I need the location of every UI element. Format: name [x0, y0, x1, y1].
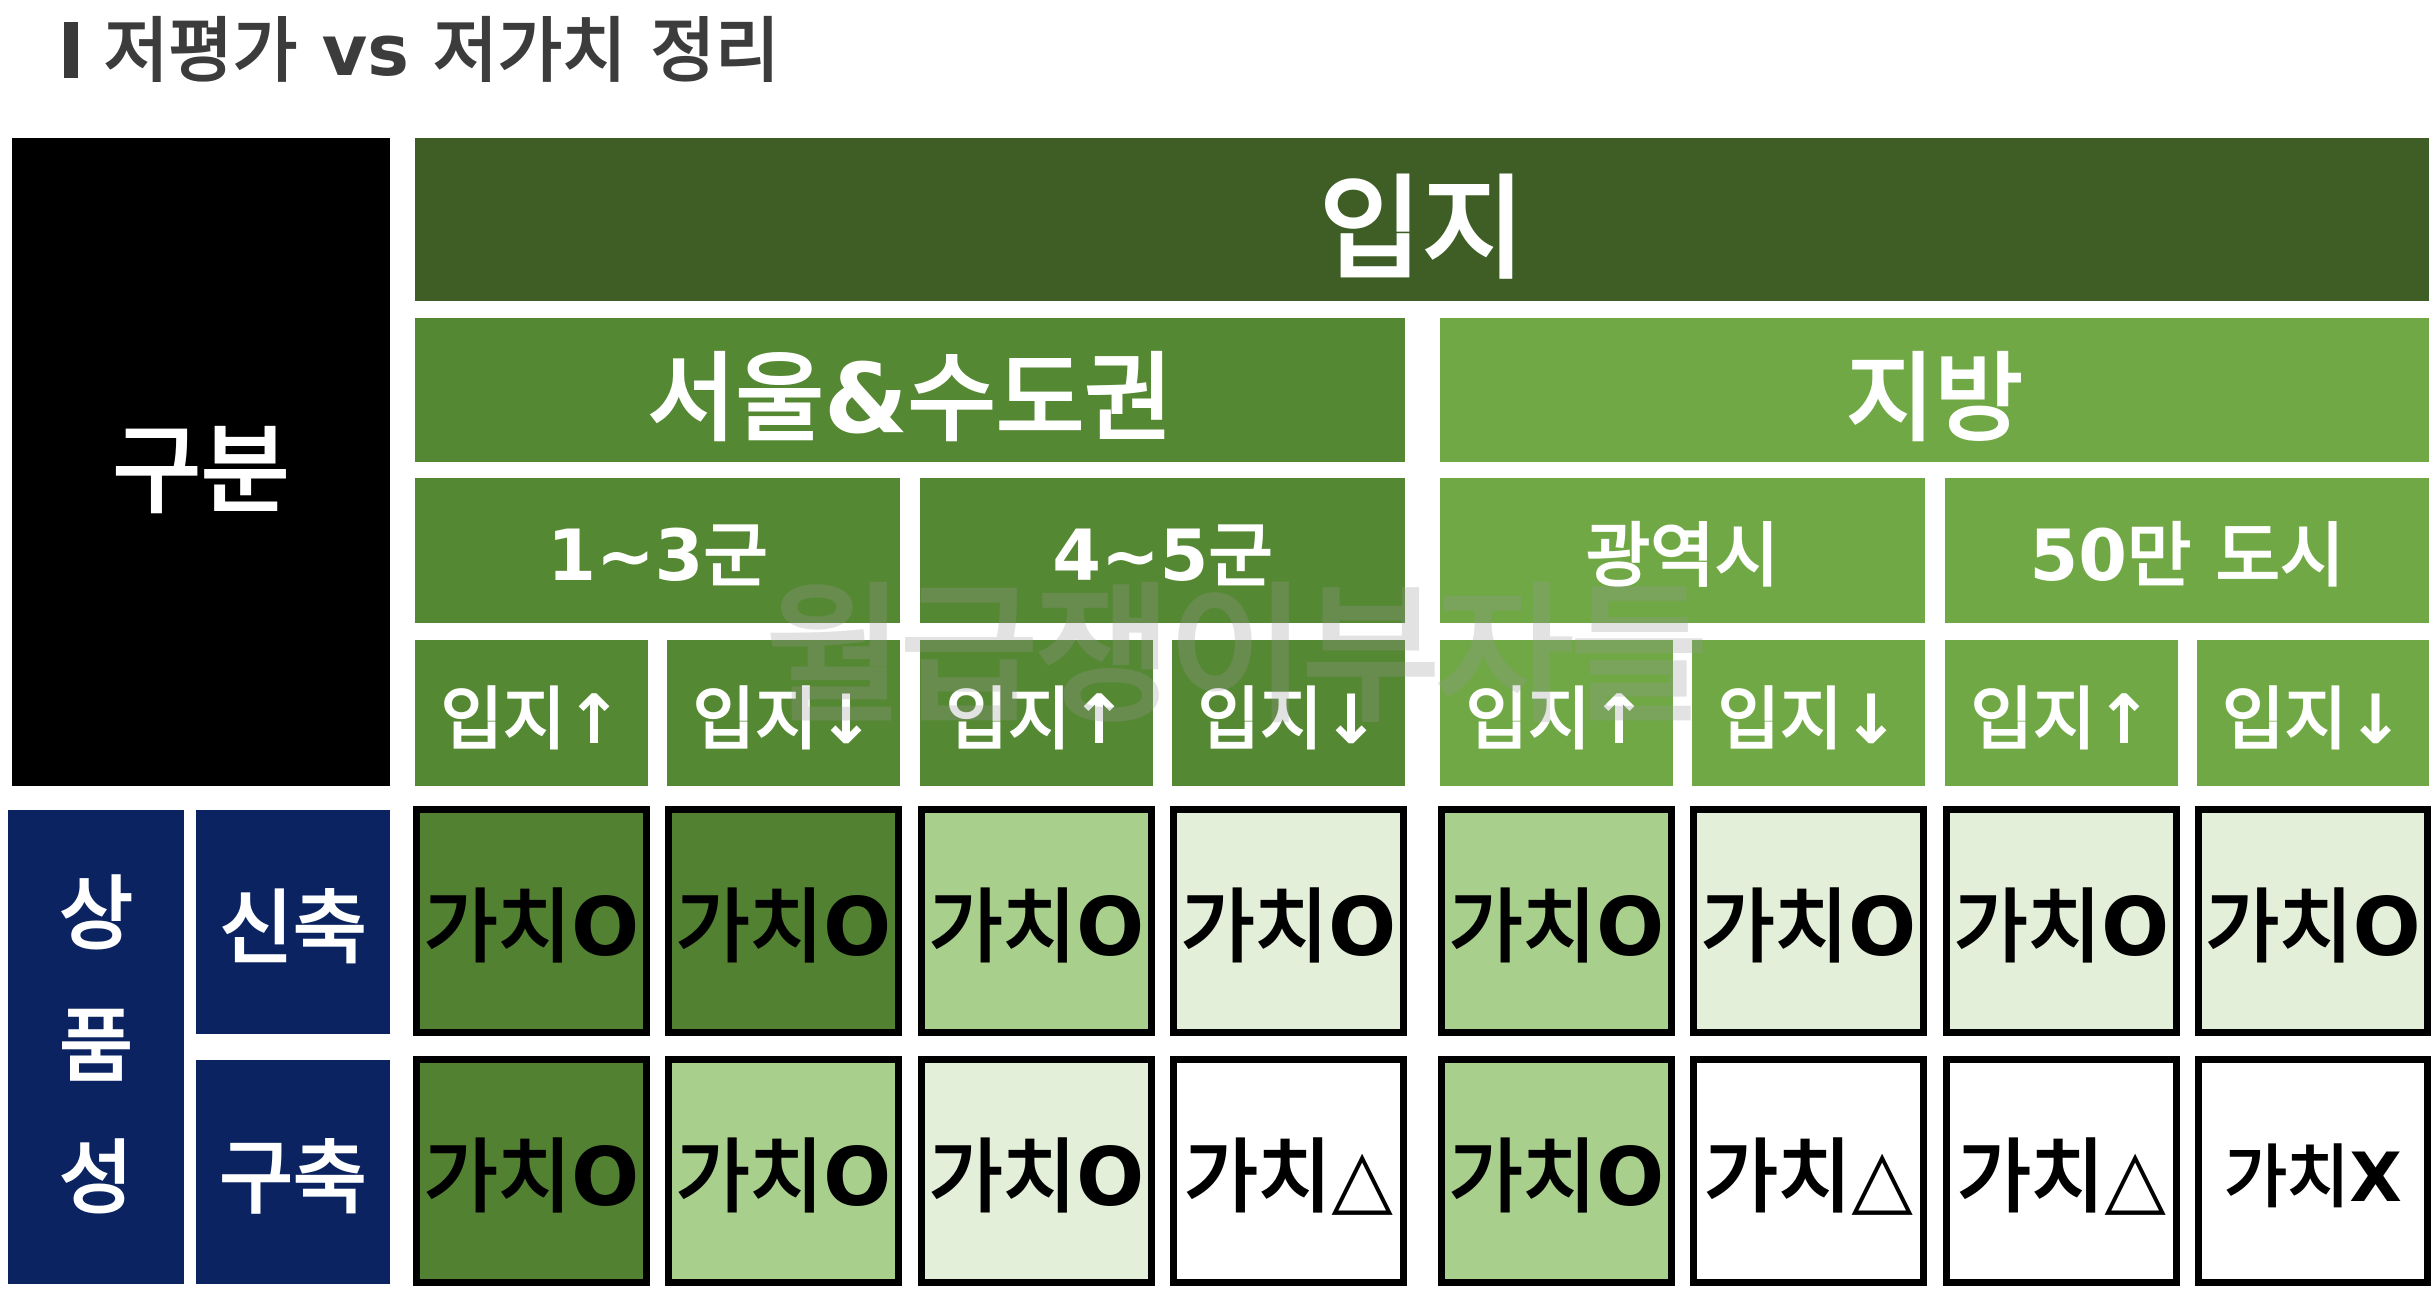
category-header: 구분 [12, 138, 390, 786]
subregion-header: 1~3군 [415, 478, 900, 623]
value-cell: 가치O [413, 806, 650, 1036]
value-cell: 가치△ [1943, 1056, 2180, 1286]
value-cell: 가치O [918, 806, 1155, 1036]
direction-header: 입지↑ [1440, 640, 1673, 786]
row-group-header: 상 품 성 [8, 810, 184, 1284]
direction-header: 입지↓ [1172, 640, 1405, 786]
row-label-old: 구축 [196, 1060, 390, 1284]
direction-header: 입지↓ [1692, 640, 1925, 786]
subregion-header: 광역시 [1440, 478, 1925, 623]
value-cell: 가치O [1690, 806, 1927, 1036]
page-title: 저평가 vs 저가치 정리 [104, 10, 780, 92]
row-label-new: 신축 [196, 810, 390, 1034]
value-cell: 가치O [665, 806, 902, 1036]
value-cell: 가치O [1438, 1056, 1675, 1286]
value-cell: 가치O [665, 1056, 902, 1286]
location-header: 입지 [415, 138, 2429, 301]
title-accent-bar [64, 22, 78, 78]
subregion-header: 4~5군 [920, 478, 1405, 623]
value-cell: 가치O [1438, 806, 1675, 1036]
value-cell: 가치O [1170, 806, 1407, 1036]
region-header-provincial: 지방 [1440, 318, 2429, 462]
direction-header: 입지↑ [1945, 640, 2178, 786]
direction-header: 입지↑ [920, 640, 1153, 786]
value-cell: 가치X [2195, 1056, 2431, 1286]
value-cell: 가치O [1943, 806, 2180, 1036]
value-cell: 가치O [2195, 806, 2431, 1036]
value-cell: 가치△ [1690, 1056, 1927, 1286]
value-cell: 가치O [918, 1056, 1155, 1286]
value-cell: 가치O [413, 1056, 650, 1286]
subregion-header: 50만 도시 [1945, 478, 2429, 623]
row-group-label: 상 품 성 [59, 868, 133, 1225]
value-cell: 가치△ [1170, 1056, 1407, 1286]
direction-header: 입지↓ [667, 640, 900, 786]
region-header-capital: 서울&수도권 [415, 318, 1405, 462]
direction-header: 입지↑ [415, 640, 648, 786]
direction-header: 입지↓ [2197, 640, 2429, 786]
